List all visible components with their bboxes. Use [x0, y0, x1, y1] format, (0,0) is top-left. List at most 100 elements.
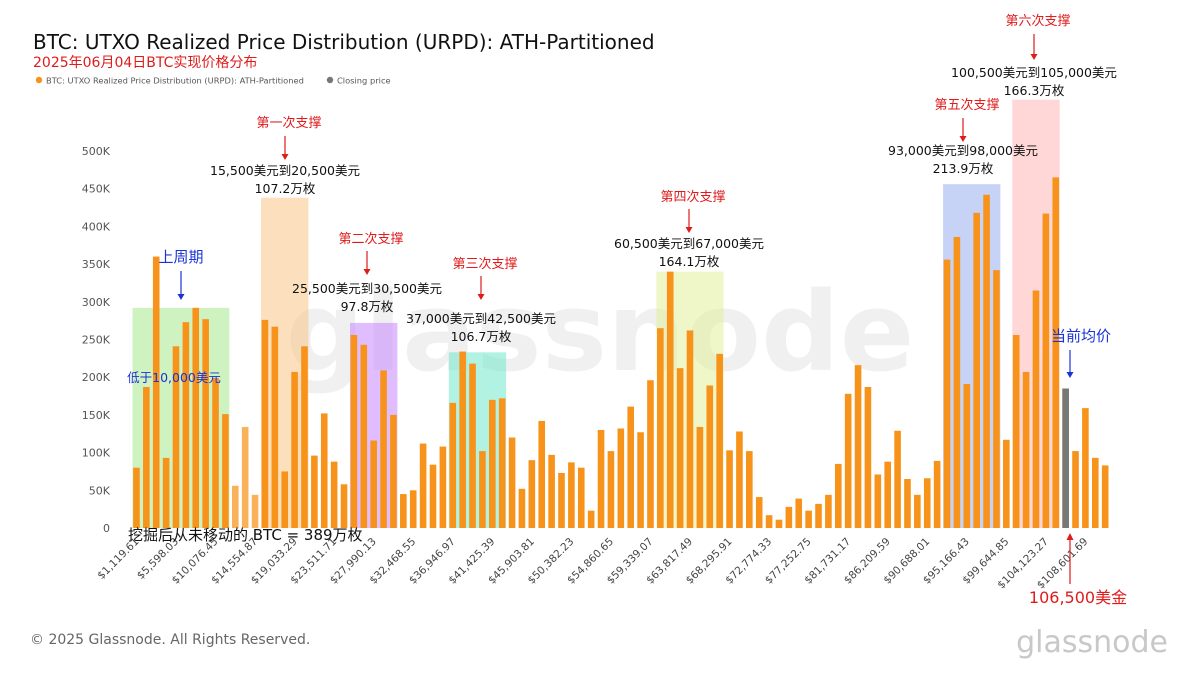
bar [746, 451, 753, 528]
bar [716, 353, 723, 528]
bar [825, 494, 832, 528]
bar [914, 494, 921, 528]
bar [202, 319, 209, 528]
bar [212, 377, 219, 528]
legend-marker-closing-price [326, 76, 334, 84]
bar [390, 414, 397, 528]
support-title: 第一次支撑 [256, 115, 321, 131]
unmoved-btc-note: 挖掘后从未移动的 BTC = 389万枚 [128, 526, 363, 544]
support-title: 第六次支撑 [1005, 13, 1070, 29]
bar [231, 485, 239, 528]
bar [281, 471, 289, 528]
chart-title: BTC: UTXO Realized Price Distribution (U… [33, 30, 655, 54]
bar [469, 363, 476, 528]
bar [785, 506, 793, 528]
bar [133, 467, 140, 528]
bar [686, 330, 694, 528]
bar [449, 402, 457, 528]
bar [568, 462, 575, 528]
bar [439, 446, 447, 528]
bar [192, 307, 200, 528]
arrow-head [477, 294, 485, 300]
y-axis: 0 50K 100K 150K 200K 250K 300K 350K 400K 450K 500K [82, 145, 111, 535]
support-zone [943, 184, 1001, 528]
support-title: 第五次支撑 [934, 97, 999, 113]
bar [152, 256, 160, 528]
legend: BTC: UTXO Realized Price Distribution (U… [35, 76, 391, 86]
bar [864, 387, 872, 528]
legend-label-closing-price: Closing price [337, 76, 391, 86]
support-amount: 213.9万枚 [933, 161, 994, 176]
bar [409, 490, 417, 528]
support-zone [448, 352, 507, 528]
previous-cycle-label: 上周期 [158, 248, 203, 266]
bar [736, 431, 743, 528]
bar [370, 440, 377, 528]
bar [834, 463, 842, 528]
y-tick-label: 100K [82, 447, 111, 460]
bar [943, 259, 951, 528]
glassnode-logo: glassnode [1016, 625, 1168, 660]
arrow-head [1066, 372, 1074, 378]
legend-label-urpd: BTC: UTXO Realized Price Distribution (U… [46, 76, 304, 86]
bar [577, 467, 585, 528]
bar [617, 428, 625, 528]
bar [904, 478, 911, 528]
bar [479, 451, 486, 528]
y-tick-label: 450K [82, 183, 111, 196]
support-title: 第三次支撑 [452, 256, 517, 272]
bar [983, 194, 990, 528]
bar [350, 334, 358, 528]
bar [1052, 177, 1060, 528]
bar [607, 451, 615, 528]
bar [775, 519, 783, 528]
y-tick-label: 0 [103, 522, 110, 535]
bar [894, 430, 901, 528]
bar [271, 326, 279, 528]
bar [498, 398, 506, 528]
support-range: 37,000美元到42,500美元 [406, 311, 556, 326]
bar [874, 474, 882, 528]
bar [1003, 439, 1010, 528]
bar [459, 351, 466, 528]
support-range: 60,500美元到67,000美元 [614, 236, 764, 251]
bar [627, 406, 634, 528]
current-price-label: 106,500美金 [1029, 588, 1127, 607]
current-price-arrow-head [1066, 533, 1074, 540]
y-tick-label: 300K [82, 296, 111, 309]
bar [884, 461, 892, 528]
y-tick-label: 200K [82, 371, 111, 384]
arrow-head [363, 269, 371, 275]
bar [340, 484, 348, 528]
bar [251, 494, 259, 528]
bar [993, 270, 1000, 528]
bar [489, 399, 496, 528]
arrow-head [177, 294, 185, 300]
support-amount: 107.2万枚 [255, 181, 316, 196]
bar [558, 472, 565, 528]
arrow-head [1030, 54, 1038, 60]
legend-marker-urpd [35, 76, 43, 84]
support-range: 25,500美元到30,500美元 [292, 281, 442, 296]
bar [320, 413, 328, 528]
bar [508, 437, 516, 528]
bar [1091, 457, 1099, 528]
support-range: 93,000美元到98,000美元 [888, 143, 1038, 158]
bar [261, 319, 269, 528]
support-title: 第四次支撑 [660, 189, 725, 205]
bar [1012, 334, 1020, 528]
bar [429, 464, 437, 528]
bar [301, 346, 308, 528]
bar [765, 515, 773, 528]
bar [380, 370, 387, 528]
bar [222, 414, 229, 528]
bar [637, 432, 644, 528]
bar [548, 454, 555, 528]
bar [172, 346, 180, 528]
bar [795, 498, 803, 528]
support-range: 100,500美元到105,000美元 [951, 65, 1117, 80]
bar [400, 494, 407, 528]
bar [973, 212, 980, 528]
